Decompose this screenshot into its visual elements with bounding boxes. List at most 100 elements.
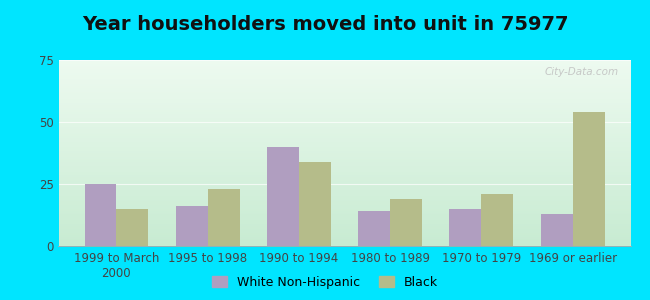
Bar <box>58 242 630 244</box>
Bar <box>58 68 630 69</box>
Bar <box>58 183 630 184</box>
Bar <box>58 190 630 192</box>
Bar <box>58 140 630 142</box>
Bar <box>58 118 630 119</box>
Bar <box>58 237 630 239</box>
Bar <box>58 149 630 151</box>
Bar <box>58 220 630 222</box>
Bar <box>176 206 207 246</box>
Bar <box>58 177 630 179</box>
Bar <box>58 90 630 92</box>
Bar <box>207 189 240 246</box>
Bar <box>58 203 630 205</box>
Bar <box>58 97 630 99</box>
Bar <box>116 209 148 246</box>
Bar <box>84 184 116 246</box>
Bar <box>58 144 630 146</box>
Bar <box>58 108 630 110</box>
Bar <box>58 99 630 101</box>
Bar <box>58 103 630 105</box>
Bar <box>58 119 630 122</box>
Bar <box>58 211 630 212</box>
Bar <box>58 173 630 175</box>
Bar <box>58 209 630 211</box>
Bar <box>58 159 630 161</box>
Bar <box>58 226 630 227</box>
Text: City-Data.com: City-Data.com <box>545 68 619 77</box>
Bar <box>58 146 630 147</box>
Bar <box>58 240 630 242</box>
Bar <box>58 166 630 168</box>
Bar <box>58 151 630 153</box>
Bar <box>58 86 630 88</box>
Bar <box>58 175 630 177</box>
Bar <box>58 194 630 196</box>
Bar <box>58 131 630 133</box>
Bar <box>267 147 299 246</box>
Bar <box>58 75 630 77</box>
Bar <box>58 106 630 108</box>
Bar <box>390 199 422 246</box>
Bar <box>58 168 630 170</box>
Bar <box>58 95 630 97</box>
Legend: White Non-Hispanic, Black: White Non-Hispanic, Black <box>207 271 443 294</box>
Bar <box>58 172 630 173</box>
Bar <box>58 116 630 118</box>
Bar <box>58 92 630 94</box>
Bar <box>58 200 630 201</box>
Bar <box>58 77 630 79</box>
Bar <box>58 162 630 164</box>
Bar <box>58 238 630 240</box>
Bar <box>58 218 630 220</box>
Bar <box>58 235 630 237</box>
Bar <box>58 164 630 166</box>
Bar <box>573 112 604 246</box>
Bar <box>58 105 630 106</box>
Bar <box>58 231 630 233</box>
Bar <box>58 170 630 172</box>
Bar <box>58 125 630 127</box>
Bar <box>58 233 630 235</box>
Bar <box>58 196 630 198</box>
Bar <box>58 184 630 187</box>
Bar <box>58 79 630 80</box>
Bar <box>58 214 630 216</box>
Bar <box>58 101 630 103</box>
Bar <box>58 212 630 214</box>
Bar <box>58 138 630 140</box>
Bar <box>299 162 331 246</box>
Bar <box>58 198 630 200</box>
Bar <box>58 192 630 194</box>
Bar <box>58 82 630 84</box>
Bar <box>541 214 573 246</box>
Text: Year householders moved into unit in 75977: Year householders moved into unit in 759… <box>82 15 568 34</box>
Bar <box>58 181 630 183</box>
Bar <box>58 201 630 203</box>
Bar <box>58 123 630 125</box>
Bar <box>58 112 630 114</box>
Bar <box>58 155 630 157</box>
Bar <box>58 64 630 66</box>
Bar <box>58 110 630 112</box>
Bar <box>58 122 630 123</box>
Bar <box>58 229 630 231</box>
Bar <box>58 227 630 229</box>
Bar <box>58 207 630 209</box>
Bar <box>58 224 630 226</box>
Bar <box>449 209 482 246</box>
Bar <box>58 129 630 131</box>
Bar <box>58 179 630 181</box>
Bar <box>58 205 630 207</box>
Bar <box>58 142 630 144</box>
Bar <box>58 244 630 246</box>
Bar <box>482 194 514 246</box>
Bar <box>58 134 630 136</box>
Bar <box>58 216 630 218</box>
Bar <box>58 114 630 116</box>
Bar <box>58 153 630 155</box>
Bar <box>58 127 630 129</box>
Bar <box>58 88 630 90</box>
Bar <box>58 94 630 95</box>
Bar <box>58 62 630 64</box>
Bar <box>58 84 630 86</box>
